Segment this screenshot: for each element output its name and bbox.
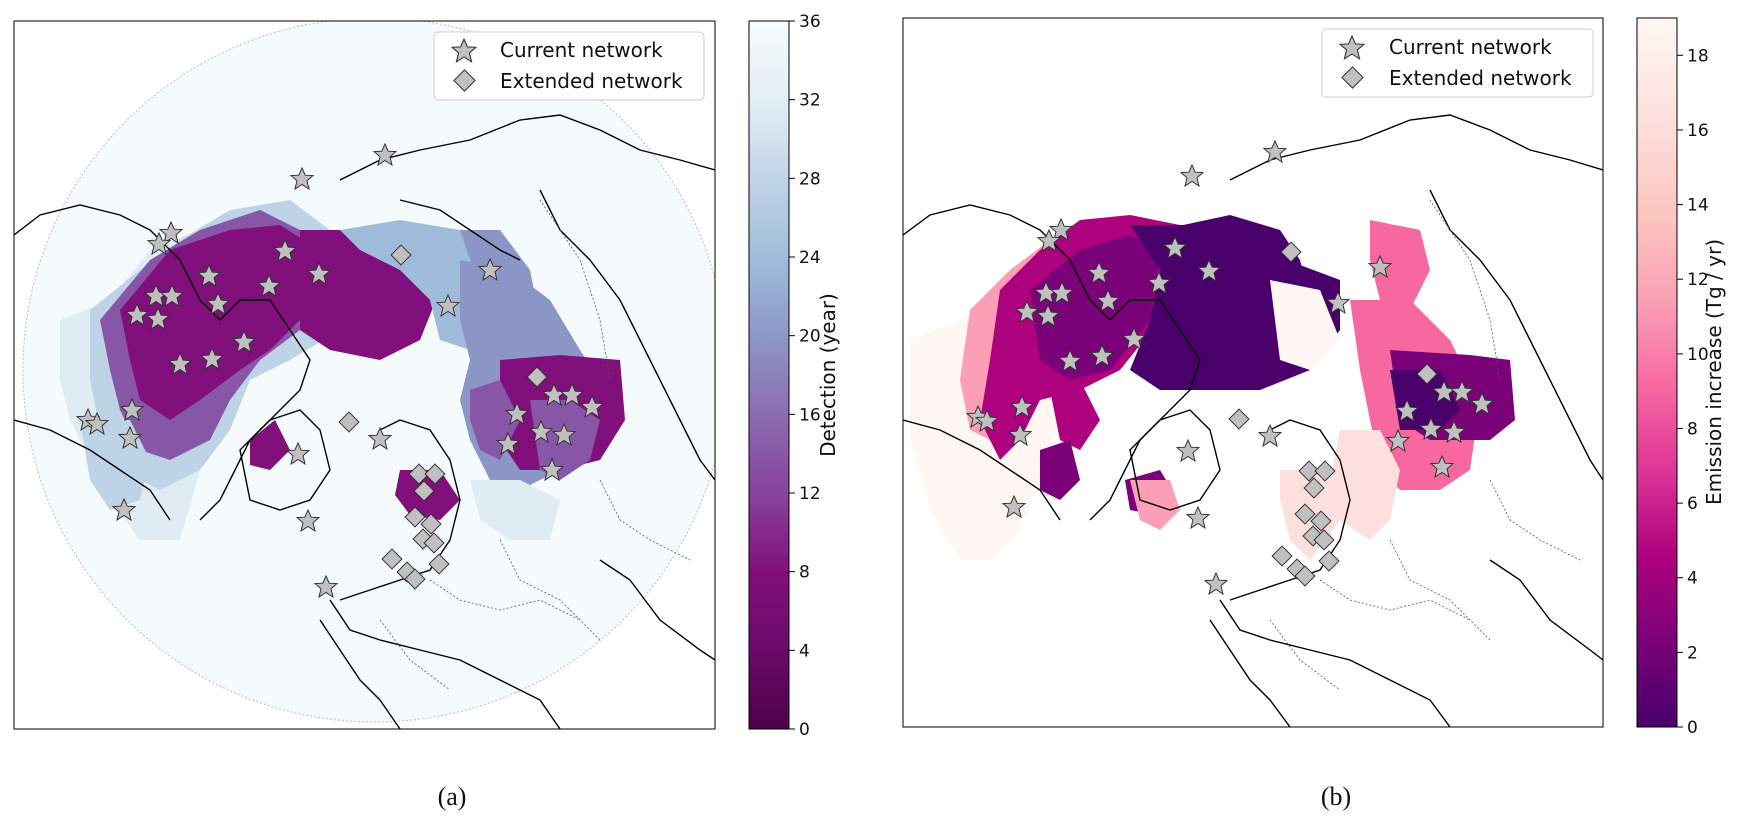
colorbar-a-title: Detection (year) <box>816 293 840 457</box>
diamond-marker-icon <box>453 69 476 92</box>
map-panel-b: Current network Extended network 0 2 4 6 8 10… <box>902 17 1726 811</box>
colorbar-a-ticks: 0 4 8 12 16 20 24 28 32 36 <box>789 12 821 740</box>
coastlines-a <box>14 114 715 729</box>
colorbar-b-gradient <box>1636 17 1678 728</box>
stations-extended-b <box>1228 241 1438 587</box>
colorbar-tick-label: 0 <box>1687 718 1698 738</box>
colorbar-tick-label: 12 <box>799 484 821 504</box>
colorbar-tick-label: 4 <box>799 641 810 661</box>
colorbar-b-ticks: 0 2 4 6 8 10 12 14 16 18 <box>1677 46 1709 738</box>
legend-box-a <box>433 31 705 101</box>
colorbar-tick-label: 16 <box>1687 121 1709 141</box>
colorbar-tick-label: 14 <box>1687 196 1709 216</box>
colorbar-tick-label: 24 <box>799 248 821 268</box>
legend-b: Current network Extended network <box>1321 28 1594 98</box>
caption-b: (b) <box>1321 782 1351 811</box>
colorbar-b: 0 2 4 6 8 10 12 14 16 18 Emission increase (Tg / … <box>1636 17 1726 738</box>
colorbar-tick-label: 36 <box>799 12 821 32</box>
borders-b <box>1269 199 1581 691</box>
colorbar-tick-label: 4 <box>1687 569 1698 589</box>
colorbar-a-gradient <box>748 20 790 730</box>
caption-a: (a) <box>438 782 467 811</box>
map-panel-a: Current network Extended network 0 4 8 12 16… <box>13 12 840 811</box>
legend-extended-label: Extended network <box>500 69 683 93</box>
colorbar-tick-label: 2 <box>1687 643 1698 663</box>
colorbar-tick-label: 6 <box>1687 494 1698 514</box>
coastlines-b <box>903 114 1603 727</box>
colorbar-tick-label: 28 <box>799 169 821 189</box>
legend-current-label: Current network <box>1389 35 1552 59</box>
colorbar-tick-label: 32 <box>799 91 821 111</box>
colorbar-tick-label: 8 <box>1687 419 1698 439</box>
axes-border-b <box>902 17 1604 728</box>
colorbar-tick-label: 0 <box>799 720 810 740</box>
colorbar-tick-label: 16 <box>799 405 821 425</box>
legend-extended-label: Extended network <box>1389 66 1572 90</box>
diamond-marker-icon <box>1341 66 1364 89</box>
projection-disk-a <box>22 21 715 723</box>
colorbar-b-title: Emission increase (Tg / yr) <box>1702 239 1726 505</box>
colorbar-tick-label: 20 <box>799 327 821 347</box>
colorbar-tick-label: 12 <box>1687 270 1709 290</box>
axes-border-a <box>13 20 716 730</box>
detection-field-a <box>60 200 625 540</box>
borders-a <box>379 199 691 691</box>
colorbar-a: 0 4 8 12 16 20 24 28 32 36 Detection (year) <box>748 12 840 740</box>
legend-a: Current network Extended network <box>433 31 705 101</box>
legend-box-b <box>1321 28 1594 98</box>
colorbar-tick-label: 10 <box>1687 345 1709 365</box>
stations-extended-a <box>338 244 548 590</box>
colorbar-tick-label: 18 <box>1687 46 1709 66</box>
colorbar-tick-label: 8 <box>799 563 810 583</box>
legend-current-label: Current network <box>500 38 663 62</box>
